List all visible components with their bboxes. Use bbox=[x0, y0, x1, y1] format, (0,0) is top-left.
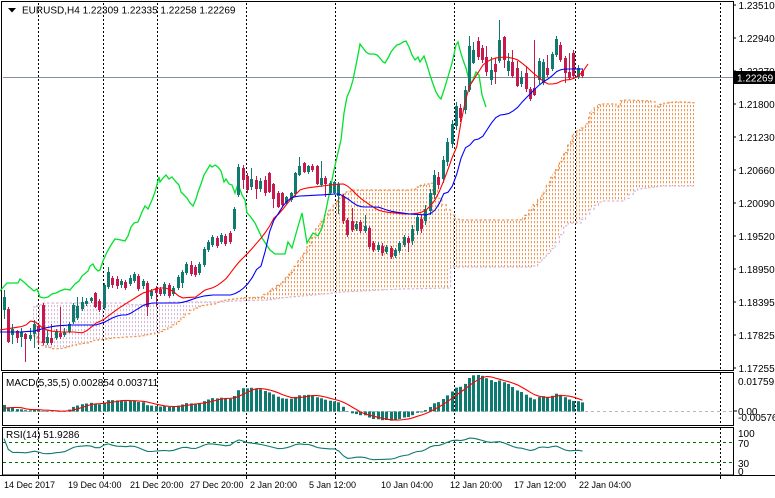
svg-text:19 Dec 04:00: 19 Dec 04:00 bbox=[68, 480, 122, 490]
svg-text:EURUSD,H4 1.22309 1.22335 1.2: EURUSD,H4 1.22309 1.22335 1.22258 1.2226… bbox=[22, 6, 236, 17]
svg-text:1.20660: 1.20660 bbox=[739, 166, 775, 177]
svg-text:10 Jan 04:00: 10 Jan 04:00 bbox=[381, 480, 433, 490]
svg-text:27 Dec 20:00: 27 Dec 20:00 bbox=[190, 480, 244, 490]
svg-text:-0.005767: -0.005767 bbox=[738, 413, 775, 424]
svg-text:1.18950: 1.18950 bbox=[739, 265, 775, 276]
svg-text:21 Dec 20:00: 21 Dec 20:00 bbox=[130, 480, 184, 490]
svg-text:1.23510: 1.23510 bbox=[739, 1, 775, 12]
svg-text:1.21800: 1.21800 bbox=[739, 100, 775, 111]
svg-text:12 Jan 20:00: 12 Jan 20:00 bbox=[450, 480, 502, 490]
svg-text:1.18395: 1.18395 bbox=[739, 298, 775, 309]
svg-text:17 Jan 12:00: 17 Jan 12:00 bbox=[514, 480, 566, 490]
svg-text:1.19520: 1.19520 bbox=[739, 232, 775, 243]
svg-text:100: 100 bbox=[738, 429, 755, 440]
svg-text:2 Jan 20:00: 2 Jan 20:00 bbox=[250, 480, 297, 490]
svg-text:1.17255: 1.17255 bbox=[739, 364, 775, 375]
svg-text:1.17825: 1.17825 bbox=[739, 331, 775, 342]
svg-text:22 Jan 04:00: 22 Jan 04:00 bbox=[579, 480, 631, 490]
svg-text:MACD(5,35,5) 0.002854 0.003711: MACD(5,35,5) 0.002854 0.003711 bbox=[6, 378, 159, 389]
svg-text:1.20090: 1.20090 bbox=[739, 199, 775, 210]
svg-text:1.22269: 1.22269 bbox=[737, 74, 774, 85]
svg-text:14 Dec 2017: 14 Dec 2017 bbox=[4, 480, 55, 490]
svg-text:RSI(14) 51.9286: RSI(14) 51.9286 bbox=[6, 430, 80, 441]
svg-text:70: 70 bbox=[738, 439, 750, 450]
svg-text:30: 30 bbox=[738, 459, 750, 470]
svg-text:1.21230: 1.21230 bbox=[739, 133, 775, 144]
svg-text:0: 0 bbox=[738, 467, 744, 478]
svg-text:5 Jan 12:00: 5 Jan 12:00 bbox=[309, 480, 356, 490]
svg-text:1.22940: 1.22940 bbox=[739, 34, 775, 45]
svg-text:0.017591: 0.017591 bbox=[738, 377, 775, 388]
svg-text:0.00: 0.00 bbox=[738, 407, 758, 418]
